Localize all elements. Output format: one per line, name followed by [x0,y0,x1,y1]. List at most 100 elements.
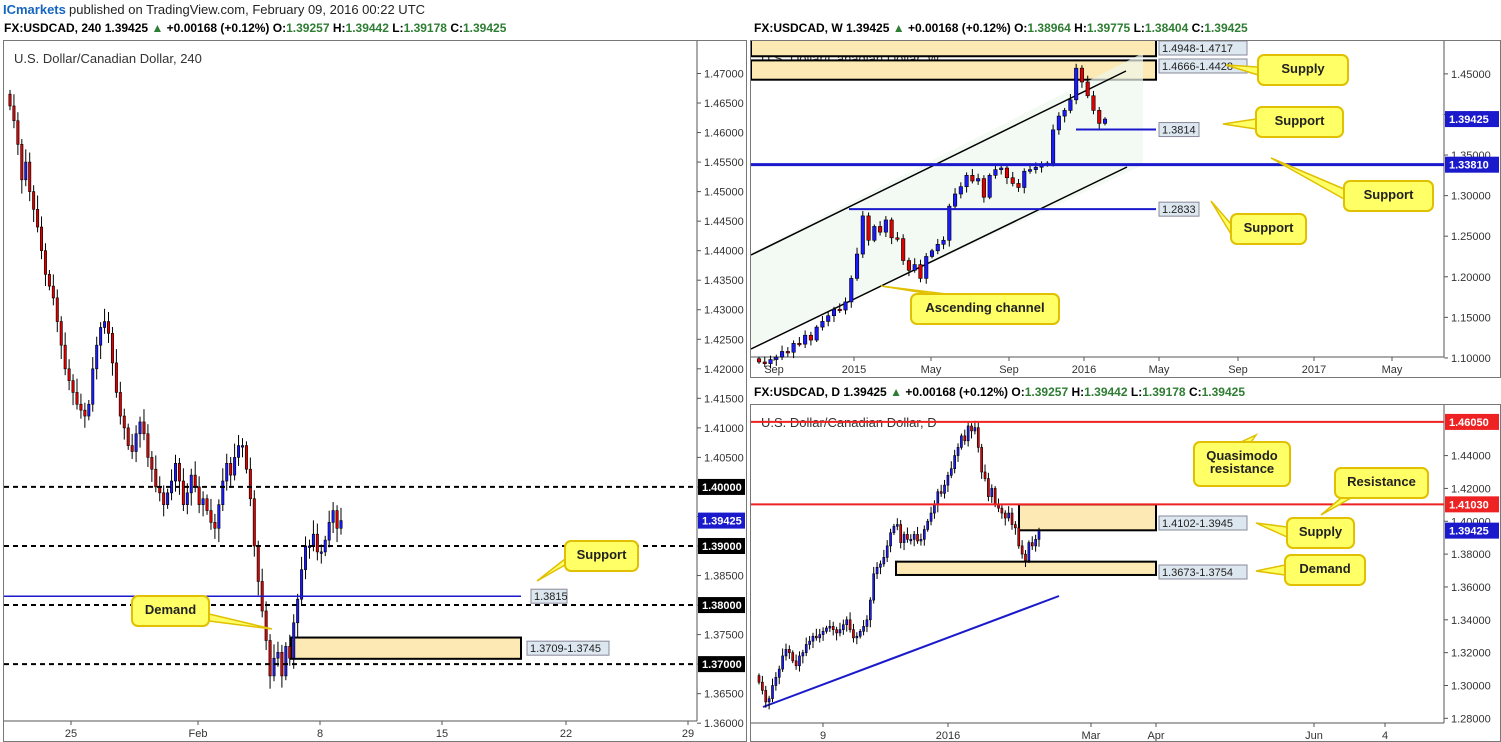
candle [918,264,923,279]
candle [83,409,87,417]
y-tick-label: 1.32000 [1451,648,1491,660]
candle [221,480,225,505]
daily-chart-panel[interactable]: U.S. Dollar/Canadian Dollar, D 1.44000 1.4… [750,404,1501,742]
candle [339,520,343,529]
candle [916,534,919,542]
candle [801,652,805,657]
h4-chart[interactable]: U.S. Dollar/Canadian Dollar, 240 1.47000 1… [4,41,746,741]
candle [174,463,177,482]
candle [1062,110,1067,117]
weekly-chart-panel[interactable]: U.S. Dollar/Canadian Dollar, W1.450001.4… [750,40,1501,378]
candle [936,491,940,506]
x-tick-label: 2016 [936,730,960,741]
daily-high: 1.39442 [1084,385,1128,399]
candle [1091,95,1096,111]
callout-box [910,293,1060,325]
candle [902,534,906,543]
callout-box [1286,517,1355,549]
axis-price-label: 1.40000 [702,482,742,494]
candle [818,634,822,639]
y-tick-label: 1.36000 [1451,582,1491,594]
callout-pointer [208,613,273,630]
last-price-tag [698,512,745,529]
x-tick-label: Jun [1305,730,1323,741]
candle [1016,183,1021,188]
candle [16,120,20,145]
candle [241,445,244,448]
zone-label-box [1158,564,1248,580]
candle [858,630,862,637]
candle [110,333,114,364]
candle [895,237,900,240]
y-tick-label: 1.44500 [704,216,744,228]
candle [970,175,975,182]
trendline [762,595,1060,708]
callout-pointer [1222,118,1257,130]
candle [774,356,779,360]
candle [12,105,16,122]
weekly-low: 1.38404 [1144,21,1189,35]
x-tick-label: 8 [317,728,323,740]
candle [949,468,953,476]
candle [980,447,983,473]
zone-label: 1.3673-1.3754 [1162,567,1233,579]
x-tick-label: 2016 [1072,364,1096,376]
candle [990,488,994,497]
zone-supply [1018,503,1157,532]
candle [993,169,998,176]
candle [252,498,256,547]
candle [777,668,781,678]
candle [114,362,118,393]
candle [1056,115,1061,131]
y-tick-label: 1.45000 [704,187,744,199]
candle [1079,67,1084,83]
callout-text: Demand [145,602,196,617]
candle [1074,67,1079,101]
candle [981,178,986,198]
candle [107,321,110,334]
x-tick-label: Sep [999,364,1019,376]
candle [229,463,233,476]
x-tick-label: 9 [820,730,826,741]
candle [36,209,40,228]
candle [855,635,859,639]
y-tick-label: 1.43500 [704,275,744,287]
x-tick-label: May [1149,364,1170,376]
candle [804,644,808,653]
candle [197,486,201,505]
y-tick-label: 1.20000 [1451,272,1491,284]
candle [79,403,83,411]
candle [837,308,842,312]
candle [1034,539,1037,547]
h4-chart-panel[interactable]: U.S. Dollar/Canadian Dollar, 240 1.47000 1… [3,40,747,742]
daily-chart[interactable]: U.S. Dollar/Canadian Dollar, D1.440001.4… [751,405,1500,741]
brand-name[interactable]: ICmarkets [3,2,66,17]
candle [828,626,832,629]
last-price-label: 1.39425 [702,516,742,528]
weekly-chart[interactable]: U.S. Dollar/Canadian Dollar, W1.450001.4… [751,41,1500,377]
candle [808,334,813,341]
callout-box [1343,180,1434,212]
candle [845,619,849,626]
x-tick-label: 2015 [842,364,866,376]
y-tick-label: 1.42000 [1451,483,1491,495]
candle [237,445,241,458]
callout-box [1334,467,1429,499]
candle [55,297,59,322]
candle [784,649,788,657]
candle [964,175,969,187]
candle [781,655,784,670]
level-label: 1.3815 [534,591,568,603]
channel-shade [751,53,1143,347]
candle [43,250,47,275]
y-tick-label: 1.42500 [704,334,744,346]
candle [922,529,926,540]
channel-lower-line [751,166,1128,350]
candle [883,219,888,233]
callout-text: Quasimodo [1206,448,1278,463]
callout-text: Supply [1299,524,1343,539]
candle [780,351,785,358]
h4-change: +0.00168 (+0.12%) [166,21,270,35]
axis-price-tag [698,656,745,673]
candle [244,445,248,470]
